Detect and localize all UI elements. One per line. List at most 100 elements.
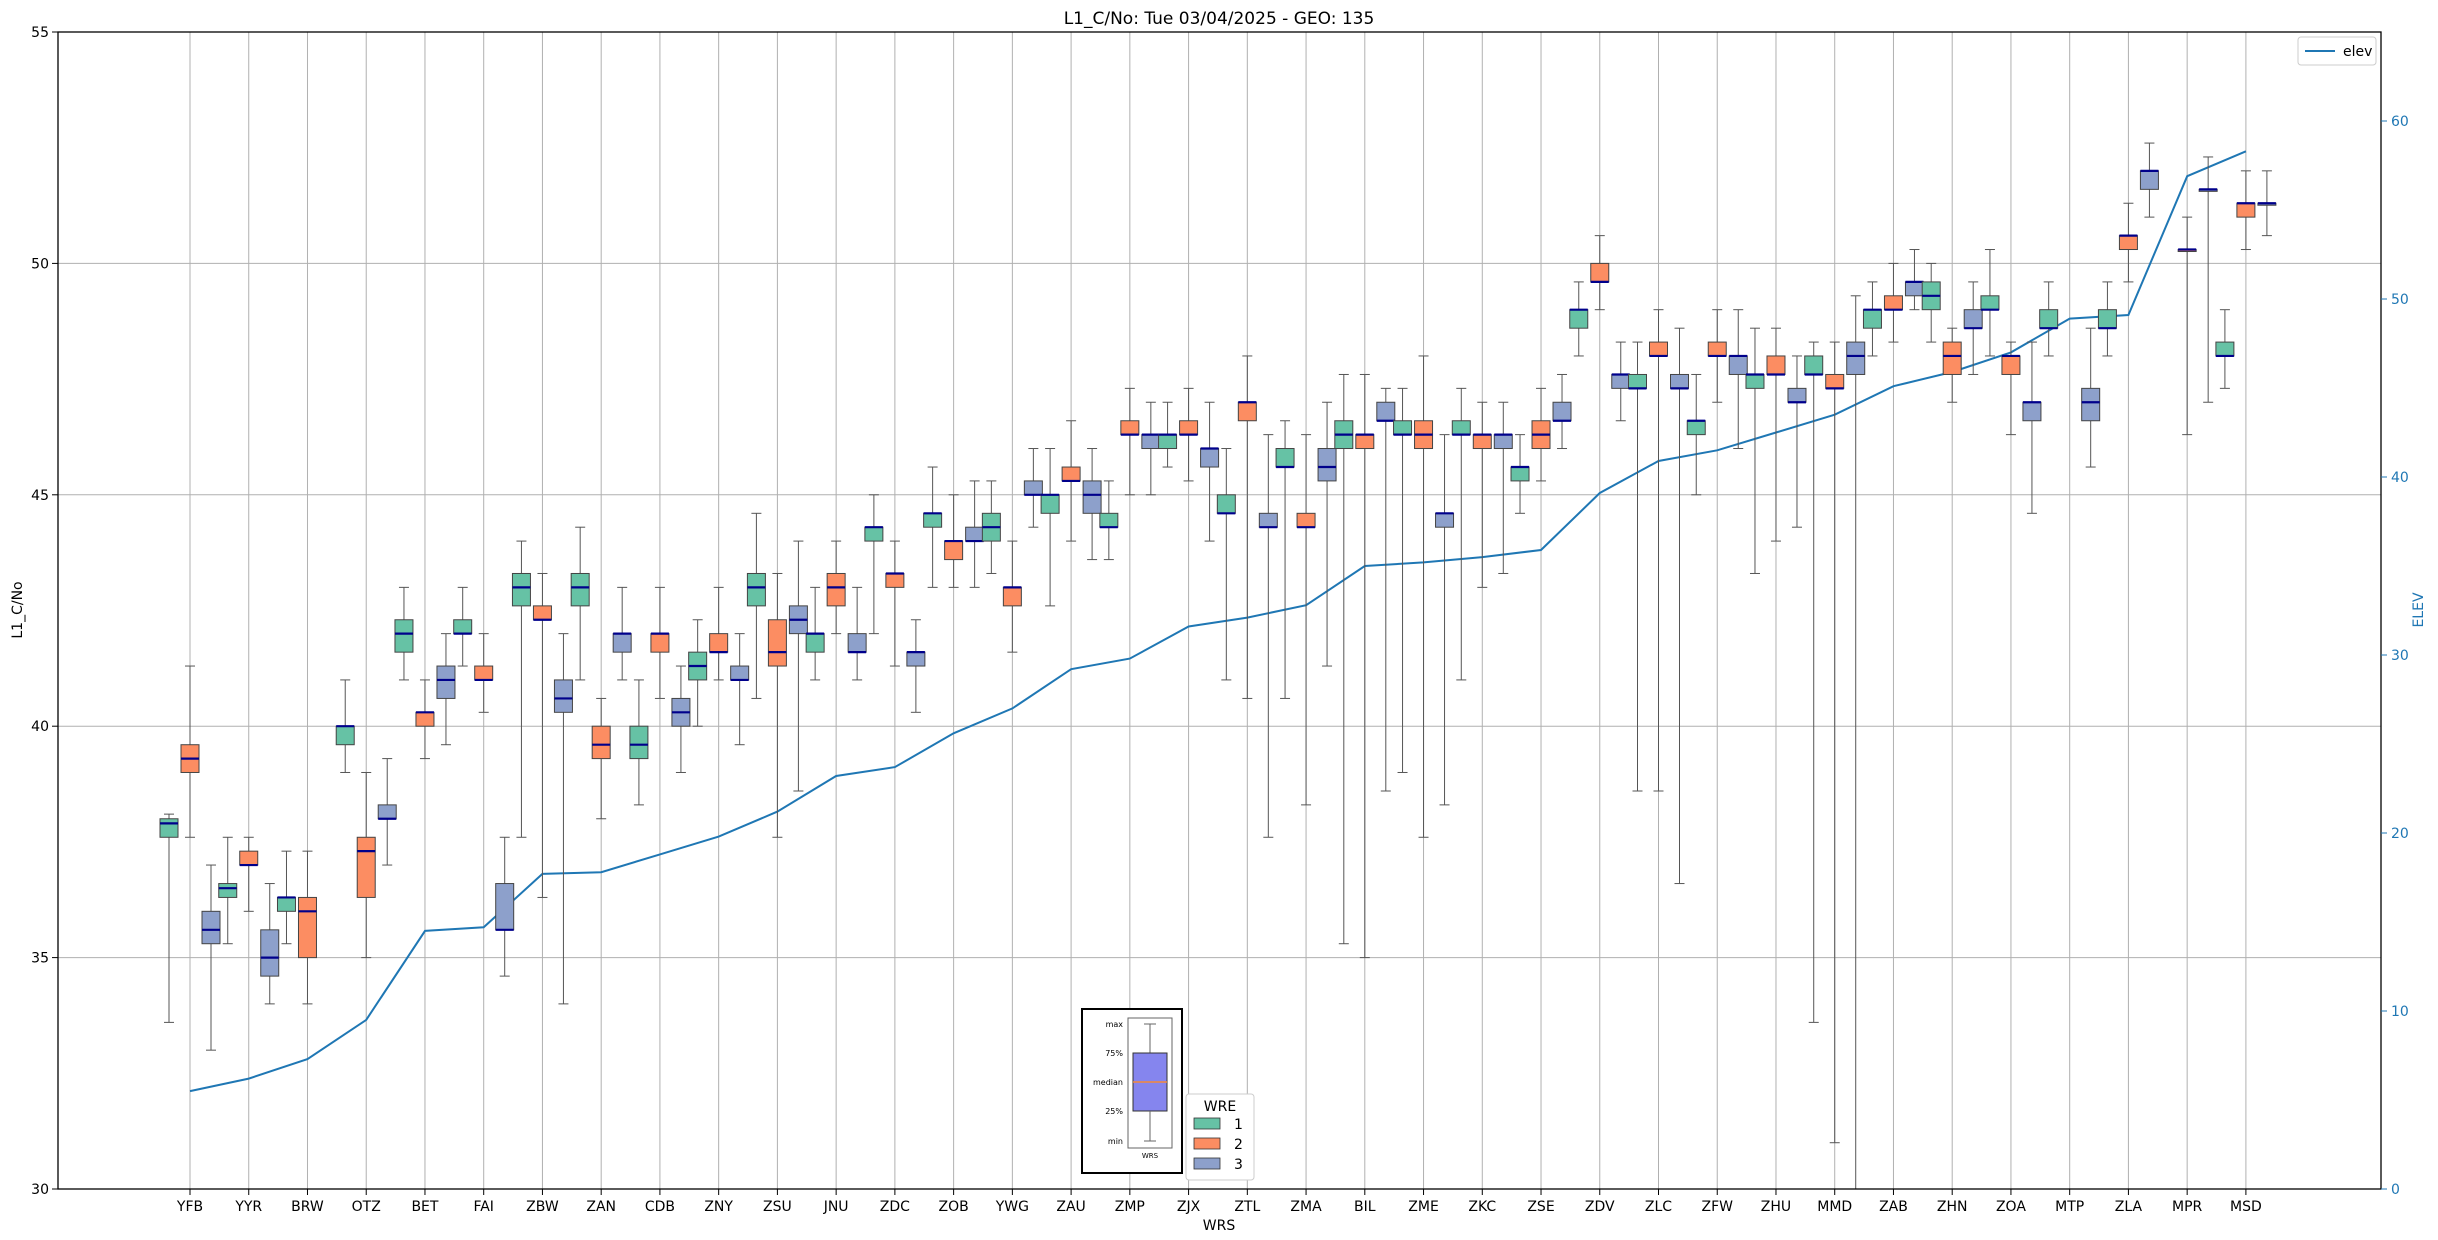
x-tick-label: JNU	[823, 1199, 849, 1215]
box-iqr	[923, 512, 943, 528]
box-zob-wre2	[944, 494, 964, 588]
y2-axis-label: ELEV	[2411, 592, 2427, 627]
box-iqr	[1061, 466, 1081, 482]
x-tick-label: ZSU	[763, 1199, 792, 1215]
box-zhn-wre3	[1963, 281, 1983, 375]
x-tick-label: ZOB	[939, 1199, 969, 1215]
box-zsu-wre2	[767, 572, 787, 838]
box-iqr	[1787, 387, 1807, 403]
x-tick-label: ZDV	[1585, 1199, 1615, 1215]
box-iqr	[335, 725, 355, 746]
box-zhu-wre1	[1745, 327, 1765, 574]
box-iqr	[1179, 420, 1199, 436]
box-iqr	[532, 605, 552, 621]
wre-legend-label-2: 2	[1234, 1137, 1243, 1153]
box-layer	[159, 142, 2277, 1189]
y2-tick-label: 30	[2391, 648, 2409, 664]
box-iqr	[1766, 355, 1786, 375]
box-iqr	[864, 526, 884, 542]
box-mmd-wre2	[1825, 341, 1845, 1144]
y-tick-label: 30	[31, 1182, 49, 1198]
box-bet-wre1	[394, 586, 414, 681]
x-tick-label: ZAB	[1879, 1199, 1908, 1215]
y2-tick-label: 60	[2391, 114, 2409, 130]
box-zan-wre2	[591, 697, 611, 820]
box-zob-wre3	[965, 480, 985, 588]
box-iqr	[1237, 401, 1257, 422]
x-tick-label: ZMA	[1290, 1199, 1322, 1215]
box-iqr	[612, 633, 632, 653]
x-tick-label: ZHU	[1761, 1199, 1791, 1215]
y-tick-label: 40	[31, 719, 49, 735]
box-iqr	[1472, 434, 1492, 450]
x-tick-label: BRW	[291, 1199, 324, 1215]
box-iqr	[1862, 309, 1882, 329]
box-iqr	[1493, 434, 1513, 450]
x-tick-label: ZNY	[704, 1199, 733, 1215]
box-jnu-wre1	[805, 586, 825, 681]
box-iqr	[1158, 434, 1178, 450]
x-tick-label: ZJX	[1177, 1199, 1201, 1215]
box-yfb-wre3	[201, 864, 221, 1051]
box-zmp-wre1	[1099, 480, 1119, 561]
box-iqr	[1611, 373, 1631, 389]
box-zme-wre2	[1414, 355, 1434, 838]
y2-tick-label: 0	[2391, 1182, 2400, 1198]
box-iqr	[1275, 448, 1295, 468]
box-zdv-wre1	[1569, 281, 1589, 357]
wre-legend: WRE 1 2 3	[1185, 1093, 1255, 1181]
x-tick-label: BIL	[1354, 1199, 1376, 1215]
box-zse-wre2	[1531, 387, 1551, 482]
box-iqr	[746, 572, 766, 607]
box-brw-wre1	[276, 850, 296, 945]
elev-line	[189, 150, 2247, 1093]
box-iqr	[1804, 355, 1824, 375]
box-iqr	[356, 836, 376, 898]
box-iqr	[2097, 309, 2117, 329]
y-tick-label: 35	[31, 951, 49, 967]
box-iqr	[826, 572, 846, 607]
box-zny-wre1	[688, 619, 708, 727]
box-cdb-wre3	[671, 665, 691, 773]
box-zbw-wre2	[532, 572, 552, 898]
box-zoa-wre1	[1980, 249, 2000, 357]
box-iqr	[415, 711, 435, 727]
box-iqr	[553, 679, 573, 713]
box-iqr	[1002, 586, 1022, 607]
box-mtp-wre1	[2039, 281, 2059, 357]
plot-frame	[57, 31, 2382, 1190]
box-iqr	[239, 850, 259, 866]
box-mpr-wre2	[2177, 216, 2197, 436]
box-zsu-wre3	[788, 540, 808, 792]
x-tick-label: ZTL	[1234, 1199, 1260, 1215]
box-zob-wre1	[923, 466, 943, 588]
box-iqr	[1082, 480, 1102, 514]
x-tick-label: ZMP	[1115, 1199, 1145, 1215]
box-cdb-wre1	[629, 679, 649, 806]
axis-layer: 30 35 40 45 50 55 0 10 20 30 40 50 60 YFB YYR BRW OTZ BET…	[31, 25, 2409, 1215]
box-zan-wre3	[612, 586, 632, 681]
box-iqr	[709, 633, 729, 653]
wre-legend-swatch-2	[1193, 1137, 1221, 1150]
box-iqr	[650, 633, 670, 653]
box-iqr	[906, 651, 926, 667]
box-zmp-wre2	[1120, 387, 1140, 496]
box-iqr	[1980, 295, 2000, 311]
box-iqr	[885, 572, 905, 588]
box-iqr	[1883, 295, 1903, 311]
wre-legend-label-3: 3	[1234, 1157, 1243, 1173]
box-iqr	[1963, 309, 1983, 329]
x-tick-label: ZFW	[1701, 1199, 1733, 1215]
box-yyr-wre2	[239, 836, 259, 912]
x-tick-label: OTZ	[352, 1199, 381, 1215]
box-zla-wre3	[2139, 142, 2159, 218]
box-zjx-wre3	[1200, 401, 1220, 542]
box-zau-wre3	[1082, 448, 1102, 561]
box-iqr	[1435, 512, 1455, 528]
box-iqr	[570, 572, 590, 607]
box-iqr	[159, 818, 179, 838]
box-msd-wre1	[2215, 309, 2235, 389]
box-iqr	[1376, 401, 1396, 422]
box-iqr	[1904, 281, 1924, 297]
wre-legend-swatch-3	[1193, 1157, 1221, 1170]
